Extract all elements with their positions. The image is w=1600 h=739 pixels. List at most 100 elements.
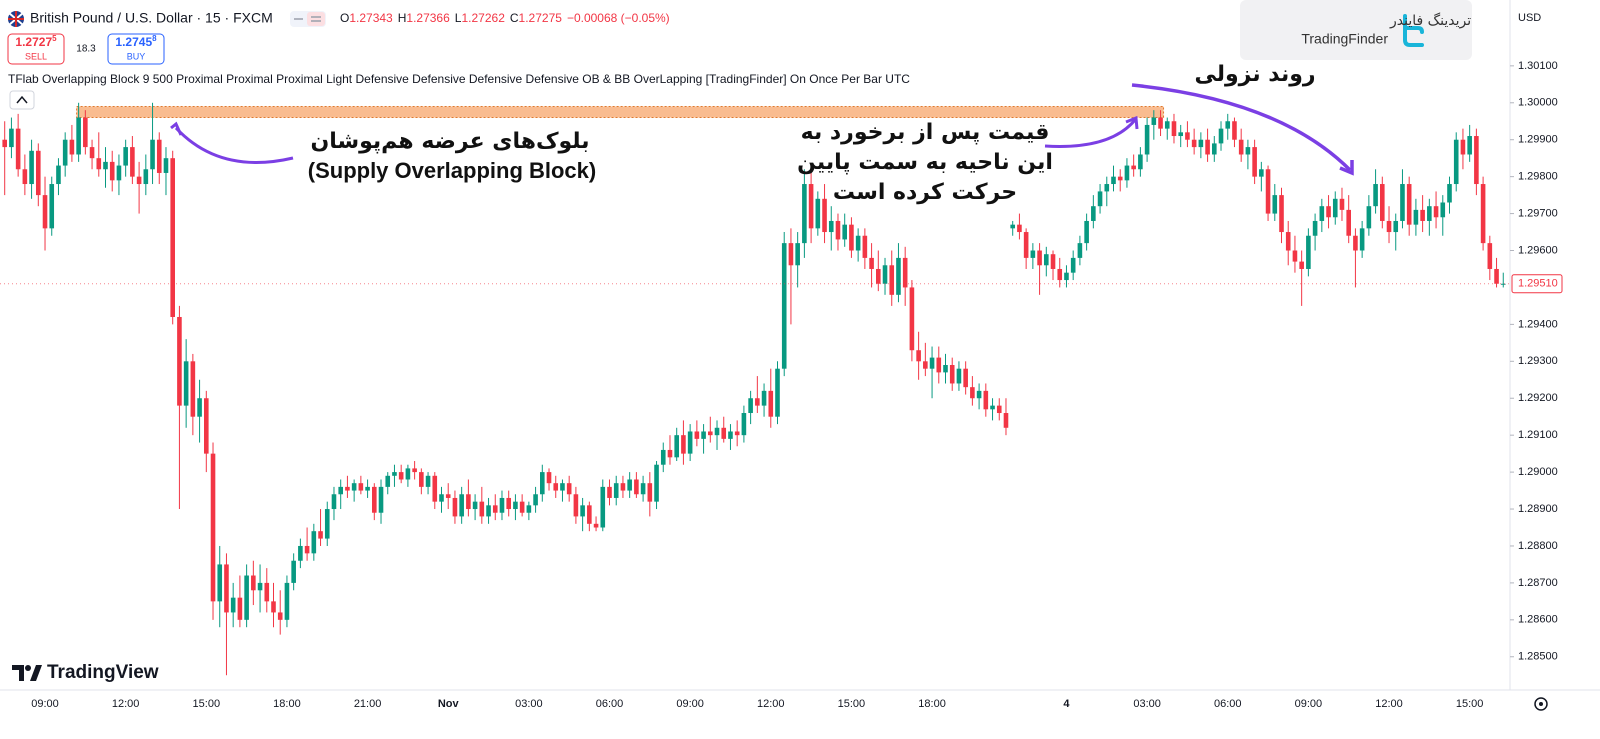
y-tick-label: 1.29000 (1518, 466, 1558, 478)
candle-body (1259, 169, 1264, 177)
candle-body (197, 398, 202, 417)
candle-body (849, 224, 854, 251)
candle-body (1447, 184, 1452, 203)
x-tick-label: 06:00 (1214, 698, 1242, 710)
y-tick-label: 1.30100 (1518, 60, 1558, 72)
x-tick-label: 12:00 (112, 698, 140, 710)
candle-body (855, 235, 861, 251)
candle-body (1460, 139, 1466, 155)
candle-body (123, 147, 128, 166)
candle-body (795, 243, 800, 266)
candle-body (963, 368, 968, 388)
ohlc-line: O1.27343 H1.27366 L1.27262 C1.27275 −0.00068… (340, 11, 670, 25)
candle-body (1151, 117, 1157, 125)
ohlc-key: O (340, 11, 349, 25)
candle-body (284, 582, 290, 620)
x-tick-label: 09:00 (31, 698, 59, 710)
candle-body (1023, 232, 1029, 258)
candle-body (1104, 184, 1110, 192)
candle-body (338, 486, 343, 495)
currency-button[interactable]: USD (1512, 7, 1552, 29)
sell-button[interactable]: 1.27275 SELL (7, 33, 65, 65)
candle-body (788, 243, 794, 266)
candle-body (1487, 243, 1493, 269)
candle-body (1070, 257, 1076, 273)
candle-body (345, 486, 350, 491)
candle-body (1494, 268, 1499, 284)
candle-body (385, 475, 391, 487)
candle-body (1198, 139, 1204, 148)
candle-body (533, 494, 538, 506)
candle-body (1292, 250, 1298, 262)
ohlc-key: L (455, 11, 462, 25)
annotation-trend: روند نزولی (1194, 62, 1315, 87)
candle-body (1017, 224, 1022, 233)
candle-body (815, 198, 821, 229)
candle-body (902, 257, 908, 288)
candle-body (1285, 232, 1291, 251)
svg-text:1.27458: 1.27458 (115, 34, 157, 49)
annotation-arrow (1044, 119, 1137, 148)
candle-body (372, 486, 377, 513)
brand-logo (1240, 0, 1472, 60)
candle-body (1366, 206, 1372, 229)
buy-price: 1.2745 (115, 35, 152, 49)
candle-body (277, 612, 283, 620)
candle-body (224, 564, 229, 613)
sell-price: 1.2727 (15, 35, 52, 49)
candle-body (143, 169, 149, 185)
currency: USD (1518, 12, 1541, 24)
buy-button[interactable]: 1.27458 BUY (107, 33, 165, 65)
annotation-arrowhead (170, 121, 183, 136)
candle-body (1380, 184, 1385, 221)
annotation-arrow (1131, 83, 1352, 172)
candle-body (660, 449, 666, 465)
candle-body (990, 405, 995, 410)
candle-body (271, 601, 276, 613)
candle-body (1117, 176, 1123, 181)
y-tick-label: 1.29900 (1518, 134, 1558, 146)
candle-body (1500, 283, 1506, 285)
candle-body (513, 501, 518, 510)
candle-body (1312, 220, 1318, 236)
candle-body (445, 494, 451, 498)
candle-body (116, 165, 122, 181)
settings-gear[interactable] (1534, 697, 1548, 711)
candle-body (768, 390, 774, 417)
candle-body (1252, 147, 1257, 177)
candle-body (721, 427, 727, 439)
x-tick-label: 15:00 (1456, 698, 1484, 710)
candle-body (694, 431, 700, 439)
collapse-button[interactable] (9, 90, 35, 110)
candle-body (654, 464, 659, 502)
candle-body (190, 361, 196, 417)
candle-body (634, 479, 639, 495)
x-tick-label: 15:00 (838, 698, 866, 710)
candle-body (130, 147, 135, 177)
candle-body (425, 475, 431, 487)
candle-body (1474, 136, 1479, 185)
y-tick-label: 1.28500 (1518, 651, 1558, 663)
y-tick-label: 1.29700 (1518, 207, 1558, 219)
candle-body (452, 497, 458, 517)
candle-body (566, 483, 572, 495)
plot-area (0, 102, 1510, 676)
y-tick-label: 1.29400 (1518, 318, 1558, 330)
candle-body (398, 472, 404, 480)
candle-body (358, 483, 364, 491)
candle-body (755, 398, 760, 406)
candle-body (1238, 139, 1244, 155)
candle-body (1433, 206, 1439, 218)
candle-body (896, 257, 901, 295)
candle-body (741, 413, 747, 436)
candle-body (264, 582, 270, 602)
candle-body (580, 505, 585, 517)
candle-body (593, 523, 599, 528)
x-tick-label: Nov (438, 698, 460, 710)
candle-body (573, 494, 579, 517)
compare-toggle[interactable] (290, 11, 326, 27)
candle-body (1037, 250, 1042, 266)
candle-body (1044, 254, 1049, 266)
candle-body (1124, 165, 1130, 181)
